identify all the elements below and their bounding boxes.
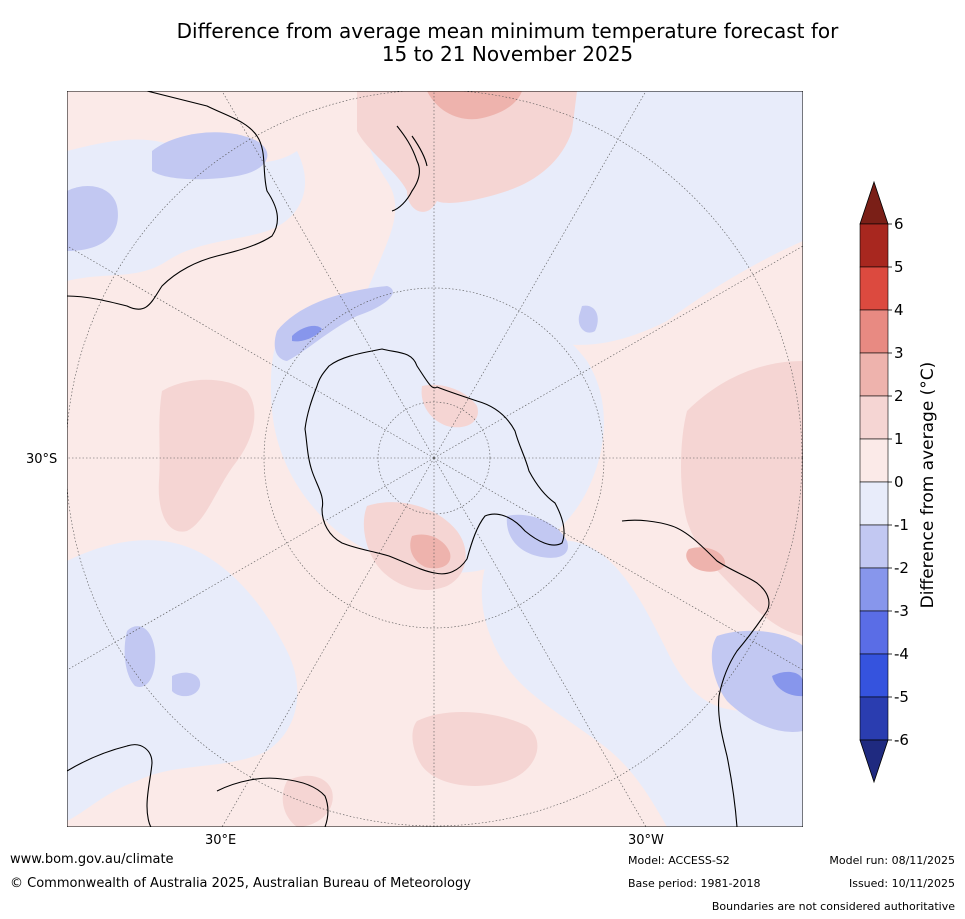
colorbar-tick-label: 5 — [894, 258, 904, 276]
colorbar-ticks: 6 5 4 3 2 1 0 -1 -2 -3 -4 -5 -6 — [888, 215, 909, 749]
cool-patch-5 — [711, 630, 803, 732]
colorbar-swatch — [859, 395, 889, 440]
longitude-label-30e: 30°E — [205, 833, 237, 848]
cool-patch-strong-2 — [772, 671, 803, 697]
warm-region-south-2 — [412, 711, 538, 786]
cool-patch-strong-1 — [292, 325, 322, 342]
colorbar-swatch — [859, 309, 889, 354]
footer-model: Model: ACCESS-S2 — [628, 854, 730, 867]
colorbar-tick-label: -3 — [894, 602, 909, 620]
warm-region-east — [681, 361, 803, 636]
cool-patch-3 — [274, 286, 393, 361]
colorbar-tick-label: 1 — [894, 430, 904, 448]
meridian-line — [433, 457, 647, 827]
cool-patch-1 — [152, 132, 268, 180]
title-line-1: Difference from average mean minimum tem… — [176, 19, 839, 43]
coastline-africa-south — [67, 744, 153, 827]
coastline-australia-west — [67, 91, 278, 310]
meridian-line — [67, 457, 435, 671]
cool-patch-4 — [506, 514, 568, 558]
footer-disclaimer: Boundaries are not considered authoritat… — [711, 900, 955, 913]
cool-region-antarctica — [270, 287, 604, 573]
longitude-label-30w: 30°W — [628, 833, 664, 848]
colorbar-swatch — [859, 524, 889, 569]
colorbar-tick-label: 4 — [894, 301, 904, 319]
colorbar-label: Difference from average (°C) — [918, 362, 938, 609]
coastline-south-america — [621, 519, 770, 827]
warm-patch-2 — [410, 534, 451, 569]
meridian-line — [221, 457, 435, 827]
meridian-line — [433, 245, 803, 459]
colorbar-swatch — [859, 438, 889, 483]
cool-patch-6 — [124, 626, 156, 687]
footer-model-run: Model run: 08/11/2025 — [829, 854, 955, 867]
colorbar-tick-label: -2 — [894, 559, 909, 577]
colorbar-tick-label: 2 — [894, 387, 904, 405]
colorbar-tick-label: 6 — [894, 215, 904, 233]
colorbar-swatch — [859, 567, 889, 612]
colorbar-swatches — [859, 180, 889, 784]
cool-region-north-west — [67, 139, 306, 281]
colorbar-legend: 6 5 4 3 2 1 0 -1 -2 -3 -4 -5 -6 Difference from aver… — [859, 180, 938, 784]
colorbar-tick-label: -1 — [894, 516, 909, 534]
meridian-line — [433, 457, 803, 671]
cool-patch-2 — [67, 186, 118, 251]
warm-region-south-west — [282, 775, 333, 827]
colorbar-swatch — [859, 352, 889, 397]
coastline-new-zealand — [391, 125, 428, 212]
colorbar-swatch — [859, 610, 889, 655]
warm-region-west — [158, 379, 255, 532]
cool-patch-7 — [172, 672, 201, 697]
cool-patch-8 — [578, 305, 598, 333]
meridian-line — [433, 91, 647, 459]
footer-issued: Issued: 10/11/2025 — [848, 877, 955, 890]
coastline-antarctica — [304, 348, 565, 575]
colorbar-swatch — [859, 266, 889, 311]
warm-patch-1 — [427, 91, 522, 120]
colorbar-swatch — [859, 696, 889, 741]
colorbar-swatch — [859, 481, 889, 526]
map-panel — [67, 91, 803, 827]
colorbar-tick-label: -5 — [894, 688, 909, 706]
footer-url[interactable]: www.bom.gov.au/climate — [10, 852, 174, 867]
graticule — [67, 91, 803, 827]
colorbar-tick-label: -6 — [894, 731, 909, 749]
footer-base-period: Base period: 1981-2018 — [628, 877, 761, 890]
title-line-2: 15 to 21 November 2025 — [381, 42, 634, 66]
latitude-label-30s: 30°S — [26, 452, 58, 467]
warm-patch-3 — [686, 547, 726, 572]
warm-region-central — [421, 384, 478, 428]
warm-region-north — [357, 91, 577, 212]
meridian-line — [221, 91, 435, 459]
colorbar-tick-label: 3 — [894, 344, 904, 362]
colorbar-tick-label: 0 — [894, 473, 904, 491]
footer-copyright: © Commonwealth of Australia 2025, Austra… — [10, 876, 471, 891]
meridian-line — [67, 245, 435, 459]
colorbar-swatch — [859, 653, 889, 698]
colorbar-extend-high — [859, 180, 889, 225]
coastline-southern-africa-east — [216, 777, 329, 827]
colorbar-tick-label: -4 — [894, 645, 909, 663]
chart-title: Difference from average mean minimum tem… — [60, 20, 955, 66]
colorbar-extend-low — [859, 739, 889, 784]
latitude-circle-45s — [263, 287, 605, 629]
cool-region-south-east — [481, 540, 803, 827]
colorbar-swatch — [859, 223, 889, 268]
